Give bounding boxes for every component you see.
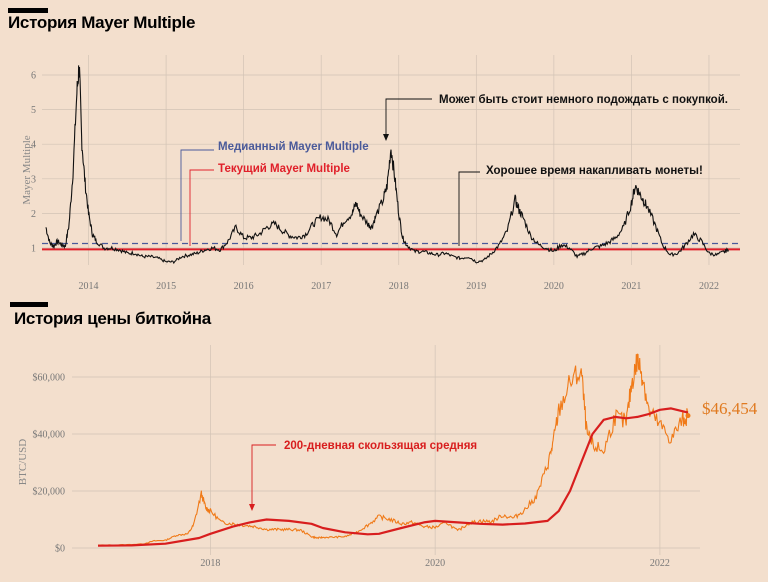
wait-annotation-arrow [383,134,389,141]
btc-price-series [98,353,689,546]
chart1-xtick: 2017 [311,281,331,292]
title-bar-1 [8,8,48,13]
chart1-title: История Mayer Multiple [8,13,196,32]
chart2-ytick: $20,000 [33,487,66,498]
chart1-xtick: 2016 [234,281,254,292]
ma-annotation-arrow [249,504,255,511]
chart2-xtick: 2018 [200,558,220,569]
mayer-multiple-series [45,65,729,265]
current-annotation-label: Текущий Mayer Multiple [218,163,350,175]
chart2-xtick: 2022 [650,558,670,569]
wait-annotation-leader [385,98,432,140]
chart1-ytick: 2 [31,209,36,220]
accumulate-annotation-leader [458,171,480,246]
current-price-label: $46,454 [702,399,758,418]
chart1-xtick: 2014 [79,281,99,292]
ma-annotation-label: 200-дневная скользящая средняя [284,440,477,452]
chart2-xtick: 2020 [425,558,445,569]
ma-annotation-leader [251,444,276,510]
chart2-ylabel: BTC/USD [17,439,29,486]
title-bar-2 [10,302,48,307]
median-annotation-label: Медианный Mayer Multiple [218,141,369,153]
mayer-multiple-chart: 1 2 3 4 5 6 2014 2015 2016 2017 2018 2019 2020 2021 20… [21,55,740,292]
chart1-ytick: 5 [31,105,36,116]
chart1-ytick: 3 [31,174,36,185]
wait-annotation-label: Может быть стоит немного подождать с пок… [439,94,728,106]
chart1-ytick: 1 [31,244,36,255]
chart1-ylabel: Mayer Multiple [21,135,33,204]
ma200-series [97,407,689,547]
chart1-xtick: 2019 [466,281,486,292]
chart2-ytick: $0 [55,544,65,555]
chart1-xtick: 2015 [156,281,176,292]
chart1-ytick: 4 [31,140,36,151]
chart2-ytick: $60,000 [33,373,66,384]
chart1-ytick: 6 [31,71,36,82]
accumulate-annotation-label: Хорошее время накапливать монеты! [486,165,703,177]
chart1-xtick: 2018 [389,281,409,292]
chart2-title: История цены биткойна [14,309,211,328]
current-price-point [685,413,691,419]
median-annotation-leader [180,149,214,241]
current-annotation-leader [189,169,214,246]
chart2-ytick: $40,000 [33,430,66,441]
chart1-xtick: 2020 [544,281,564,292]
chart1-xtick: 2021 [621,281,641,292]
chart1-xtick: 2022 [699,281,719,292]
